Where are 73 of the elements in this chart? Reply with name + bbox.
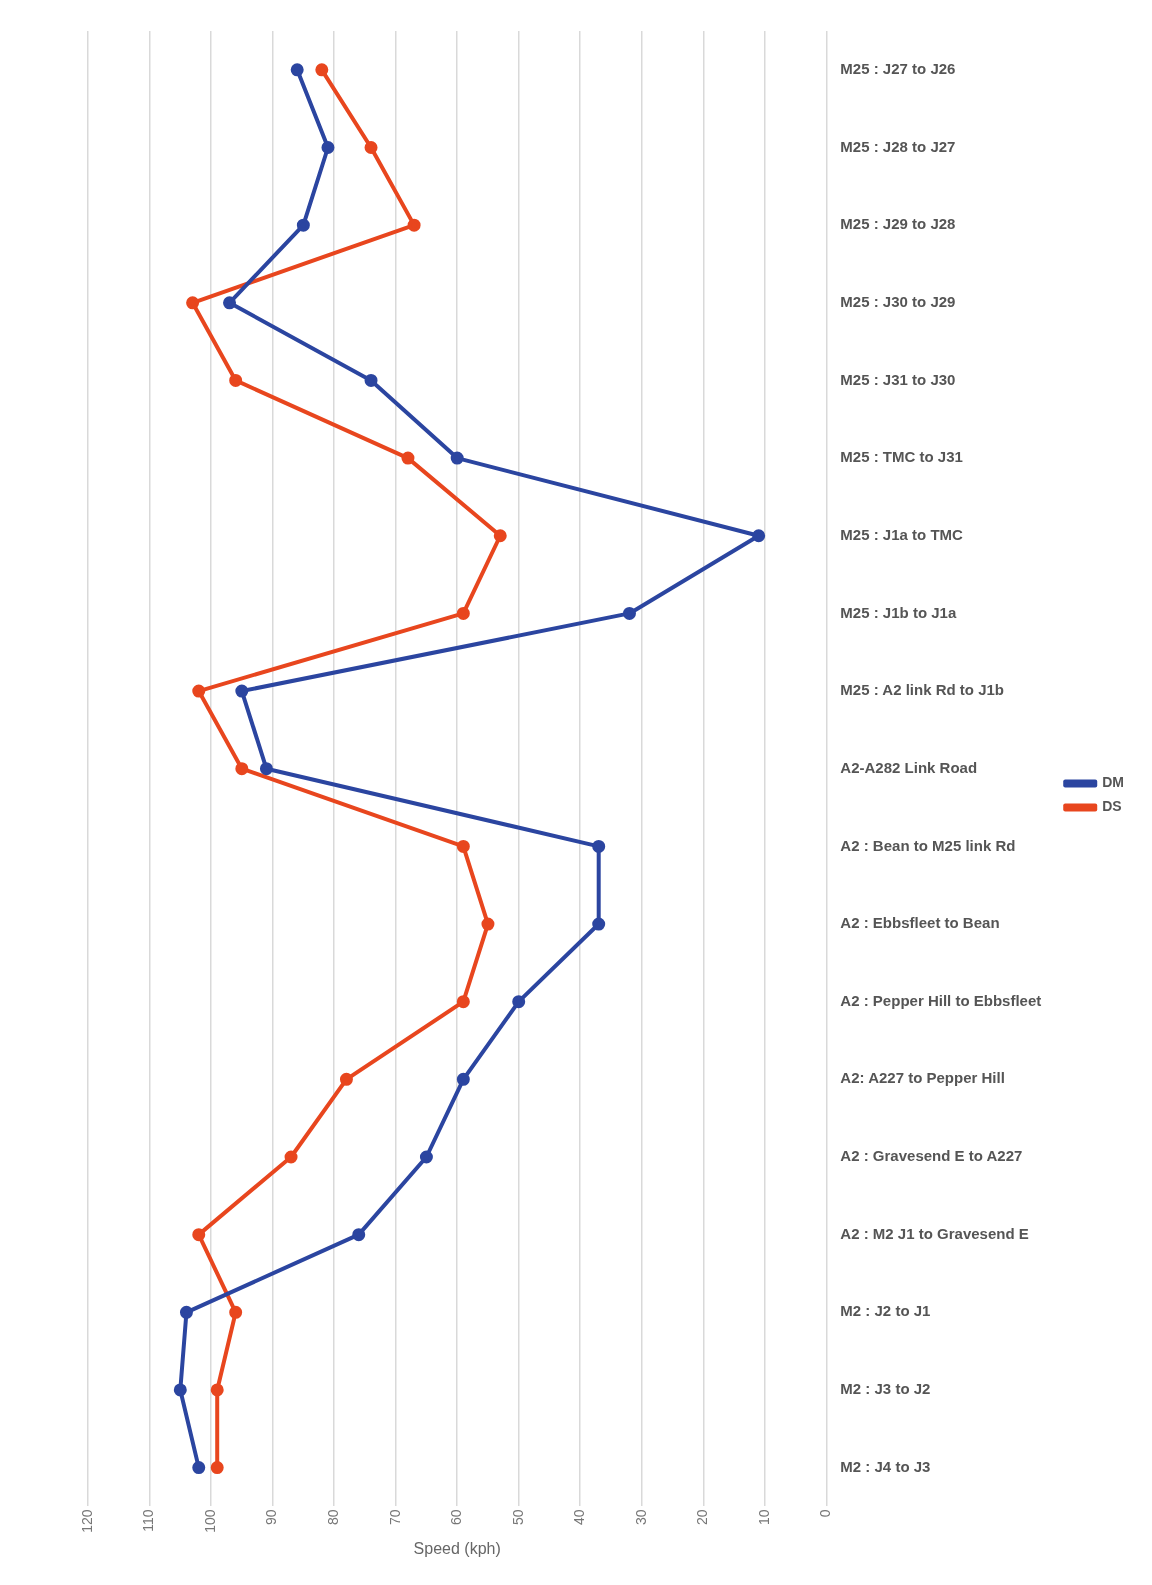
- point: [407, 218, 421, 232]
- point: [339, 1072, 353, 1086]
- point: [592, 917, 606, 931]
- x-tick-label: 110: [140, 1509, 157, 1532]
- y-tick-label: M2 : J2 to J1: [840, 1302, 931, 1320]
- point: [186, 296, 200, 310]
- x-tick-label: 60: [448, 1509, 465, 1526]
- y-tick-label: A2 : M2 J1 to Gravesend E: [840, 1224, 1029, 1242]
- point: [179, 1305, 193, 1319]
- point: [235, 762, 249, 776]
- x-tick-label: 80: [324, 1509, 341, 1526]
- point: [259, 762, 273, 776]
- point: [456, 1072, 470, 1086]
- point: [192, 1228, 206, 1242]
- point: [364, 373, 378, 387]
- x-tick-label: 10: [755, 1509, 772, 1526]
- point: [364, 140, 378, 154]
- point: [456, 839, 470, 853]
- x-tick-label: 20: [694, 1509, 711, 1526]
- x-tick-label: 90: [263, 1509, 280, 1526]
- point: [493, 529, 507, 543]
- y-tick-label: A2 : Pepper Hill to Ebbsfleet: [840, 991, 1042, 1009]
- y-tick-label: A2 : Gravesend E to A227: [840, 1147, 1023, 1165]
- y-tick-label: M25 : J1a to TMC: [840, 525, 964, 543]
- x-tick-label: 30: [632, 1509, 649, 1526]
- point: [401, 451, 415, 465]
- x-tick-label: 120: [78, 1509, 95, 1533]
- point: [229, 373, 243, 387]
- point: [352, 1228, 366, 1242]
- y-tick-label: A2 : Bean to M25 link Rd: [840, 836, 1016, 854]
- point: [456, 606, 470, 620]
- point: [210, 1383, 224, 1397]
- point: [456, 995, 470, 1009]
- point: [296, 218, 310, 232]
- x-tick-label: 100: [201, 1509, 218, 1533]
- y-tick-label: M25 : J29 to J28: [840, 215, 956, 233]
- point: [192, 684, 206, 698]
- point: [284, 1150, 298, 1164]
- y-tick-label: A2 : Ebbsfleet to Bean: [840, 914, 1000, 932]
- y-tick-label: M2 : J3 to J2: [840, 1380, 931, 1398]
- y-tick-label: M25 : J28 to J27: [840, 137, 956, 155]
- point: [315, 63, 329, 77]
- y-tick-label: M25 : J31 to J30: [840, 370, 956, 388]
- x-tick-label: 0: [817, 1509, 834, 1518]
- point: [192, 1461, 206, 1475]
- y-tick-label: A2-A282 Link Road: [840, 758, 978, 776]
- point: [290, 63, 304, 77]
- y-tick-label: M2 : J4 to J3: [840, 1457, 931, 1475]
- y-tick-label: M25 : J27 to J26: [840, 59, 956, 77]
- y-tick-label: M25 : TMC to J31: [840, 448, 963, 466]
- point: [223, 296, 237, 310]
- y-tick-label: M25 : J30 to J29: [840, 292, 956, 310]
- legend-label: DS: [1102, 798, 1122, 815]
- point: [450, 451, 464, 465]
- legend-label: DM: [1102, 774, 1125, 791]
- y-tick-label: A2: A227 to Pepper Hill: [840, 1069, 1005, 1087]
- point: [229, 1305, 243, 1319]
- point: [622, 606, 636, 620]
- x-axis-title: Speed (kph): [413, 1539, 501, 1557]
- x-tick-label: 70: [386, 1509, 403, 1526]
- point: [321, 140, 335, 154]
- point: [210, 1461, 224, 1475]
- point: [173, 1383, 187, 1397]
- point: [235, 684, 249, 698]
- point: [752, 529, 766, 543]
- point: [419, 1150, 433, 1164]
- x-tick-label: 50: [509, 1509, 526, 1526]
- y-tick-label: M25 : A2 link Rd to J1b: [840, 681, 1004, 699]
- x-tick-label: 40: [571, 1509, 588, 1526]
- point: [512, 995, 526, 1009]
- point: [592, 839, 606, 853]
- y-tick-label: M25 : J1b to J1a: [840, 603, 957, 621]
- point: [481, 917, 495, 931]
